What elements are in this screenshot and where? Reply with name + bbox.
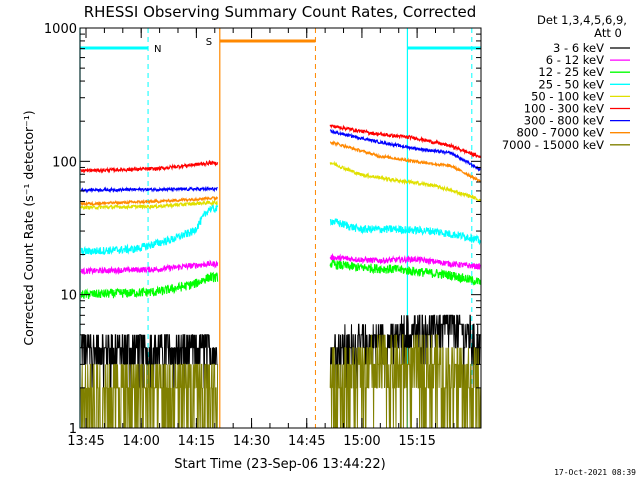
legend-header-line-2: Att 0: [594, 26, 622, 40]
legend-entry-label-0: 3 - 6 keV: [553, 41, 604, 55]
night-label: N: [154, 44, 161, 55]
x-tick-label-6: 15:15: [398, 434, 435, 449]
y-tick-label-3: 1000: [44, 22, 77, 37]
legend-entry-label-3: 25 - 50 keV: [538, 77, 604, 91]
series-line-0-pre: [81, 334, 218, 389]
legend-entry-label-7: 800 - 7000 keV: [516, 126, 604, 140]
series-line-1-post: [329, 253, 481, 270]
y-tick-label-0: 1: [69, 422, 77, 437]
series-line-5-pre: [80, 159, 219, 174]
legend-entry-label-8: 7000 - 15000 keV: [502, 138, 604, 152]
x-axis-label: Start Time (23-Sep-06 13:44:22): [174, 457, 385, 472]
footer-date: 17-Oct-2021 08:39: [554, 468, 636, 477]
series-line-3-post: [329, 218, 481, 246]
legend-entry-label-5: 100 - 300 keV: [524, 102, 604, 116]
series-line-8-pre: [80, 363, 219, 429]
x-tick-label-4: 14:45: [288, 434, 325, 449]
plot-frame: [79, 27, 482, 429]
series-line-3-pre: [80, 204, 219, 256]
series-line-6-post: [329, 128, 481, 172]
y-tick-label-1: 10: [60, 289, 77, 304]
series-line-6-pre: [80, 185, 218, 194]
legend-entry-label-1: 6 - 12 keV: [546, 53, 604, 67]
legend-entry-label-4: 50 - 100 keV: [531, 89, 604, 103]
x-tick-label-3: 14:30: [233, 434, 270, 449]
legend-header-line-1: Det 1,3,4,5,6,9,: [537, 13, 627, 27]
series-line-2-post: [329, 259, 481, 286]
series-line-7-pre: [80, 195, 218, 207]
saa-label: S: [206, 37, 212, 48]
series-line-5-post: [329, 124, 481, 159]
series-line-7-post: [329, 140, 481, 184]
series-line-2-pre: [80, 271, 219, 300]
y-axis-label: Corrected Count Rate (s⁻¹ detector⁻¹): [21, 110, 36, 345]
chart-title: RHESSI Observing Summary Count Rates, Co…: [84, 3, 477, 21]
plot-area: N S 1 10 100 1000 13:45 14:00 14:15 14:30 14:45 15:…: [44, 22, 482, 449]
legend-entry-label-2: 12 - 25 keV: [538, 65, 604, 79]
x-tick-label-0: 13:45: [67, 434, 104, 449]
x-tick-label-2: 14:15: [178, 434, 215, 449]
legend-entry-label-6: 300 - 800 keV: [524, 114, 604, 128]
x-tick-label-1: 14:00: [122, 434, 159, 449]
series-line-8-post: [329, 334, 481, 429]
series-line-1-pre: [80, 259, 219, 276]
y-tick-label-2: 100: [52, 155, 77, 170]
series-line-4-pre: [80, 199, 218, 211]
series-line-4-post: [329, 160, 481, 202]
x-tick-label-5: 15:00: [343, 434, 380, 449]
